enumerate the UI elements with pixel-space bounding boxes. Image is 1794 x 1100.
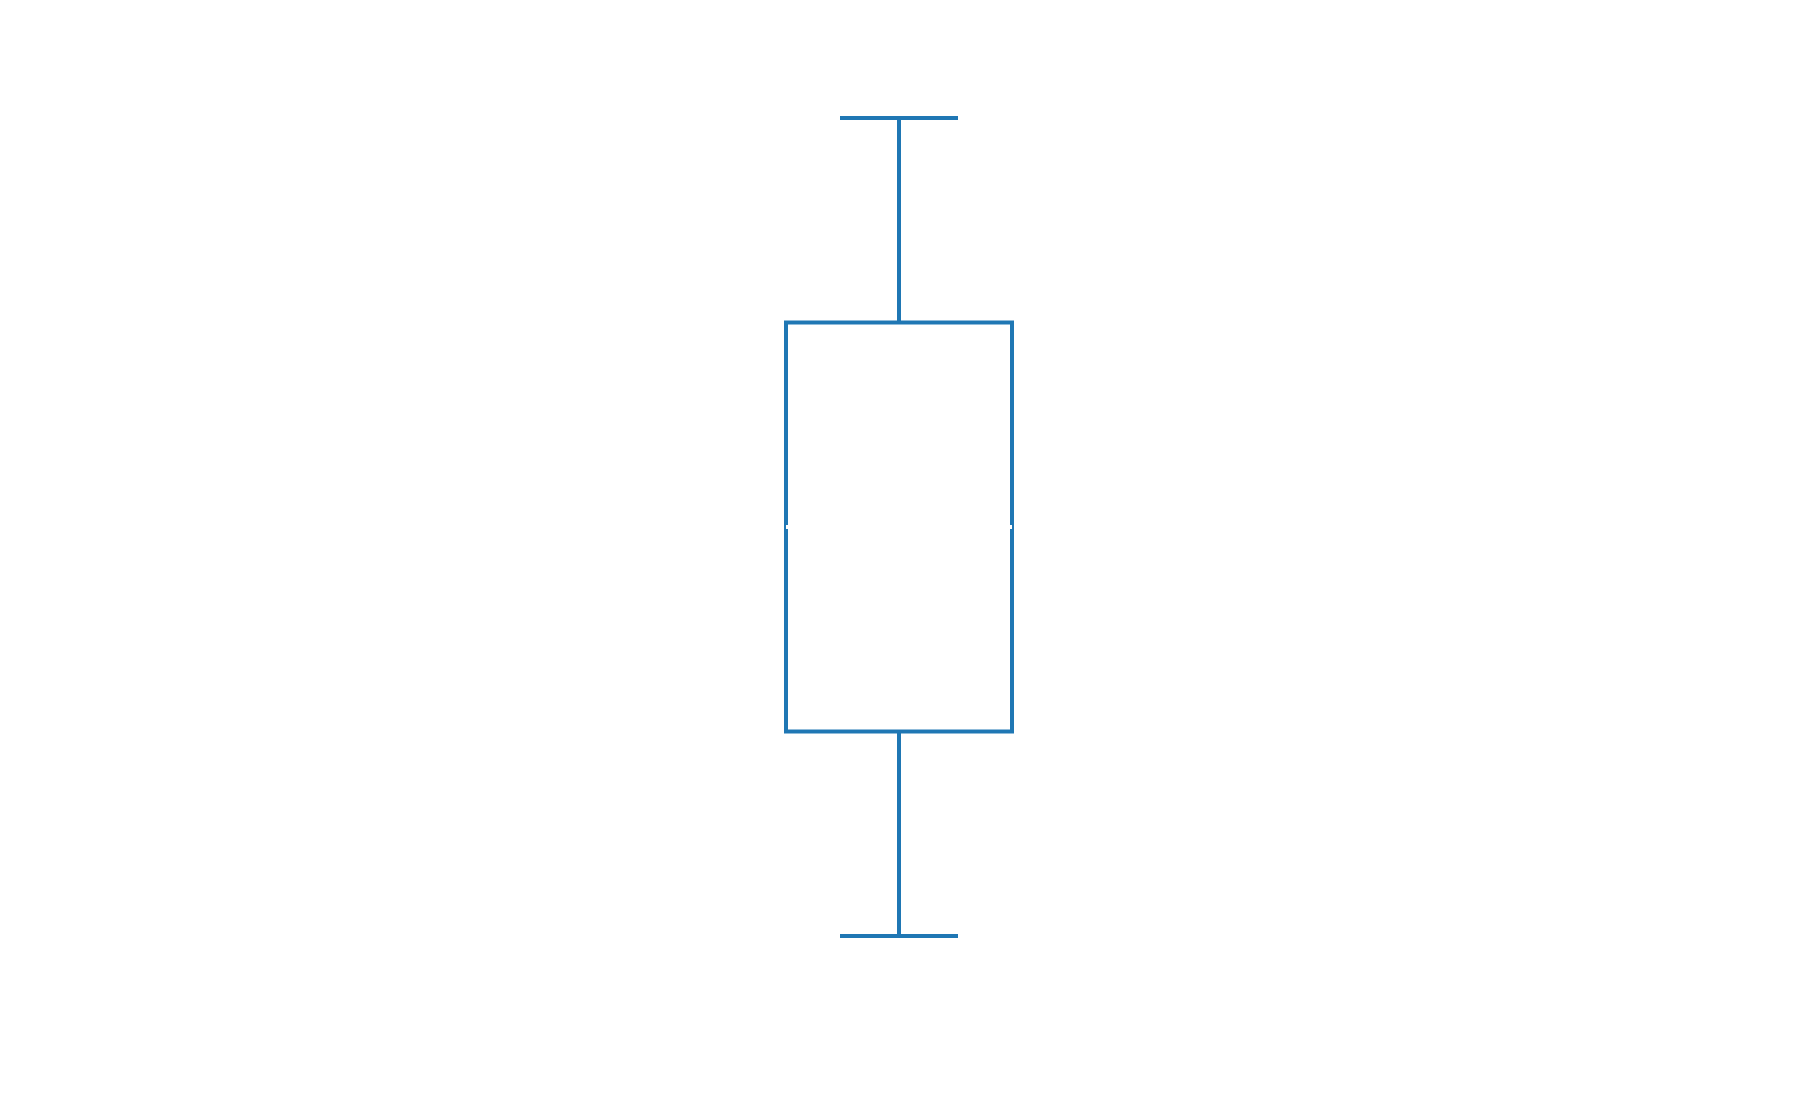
box-plot-chart [784, 116, 1014, 938]
box-plot-svg [784, 116, 1014, 938]
